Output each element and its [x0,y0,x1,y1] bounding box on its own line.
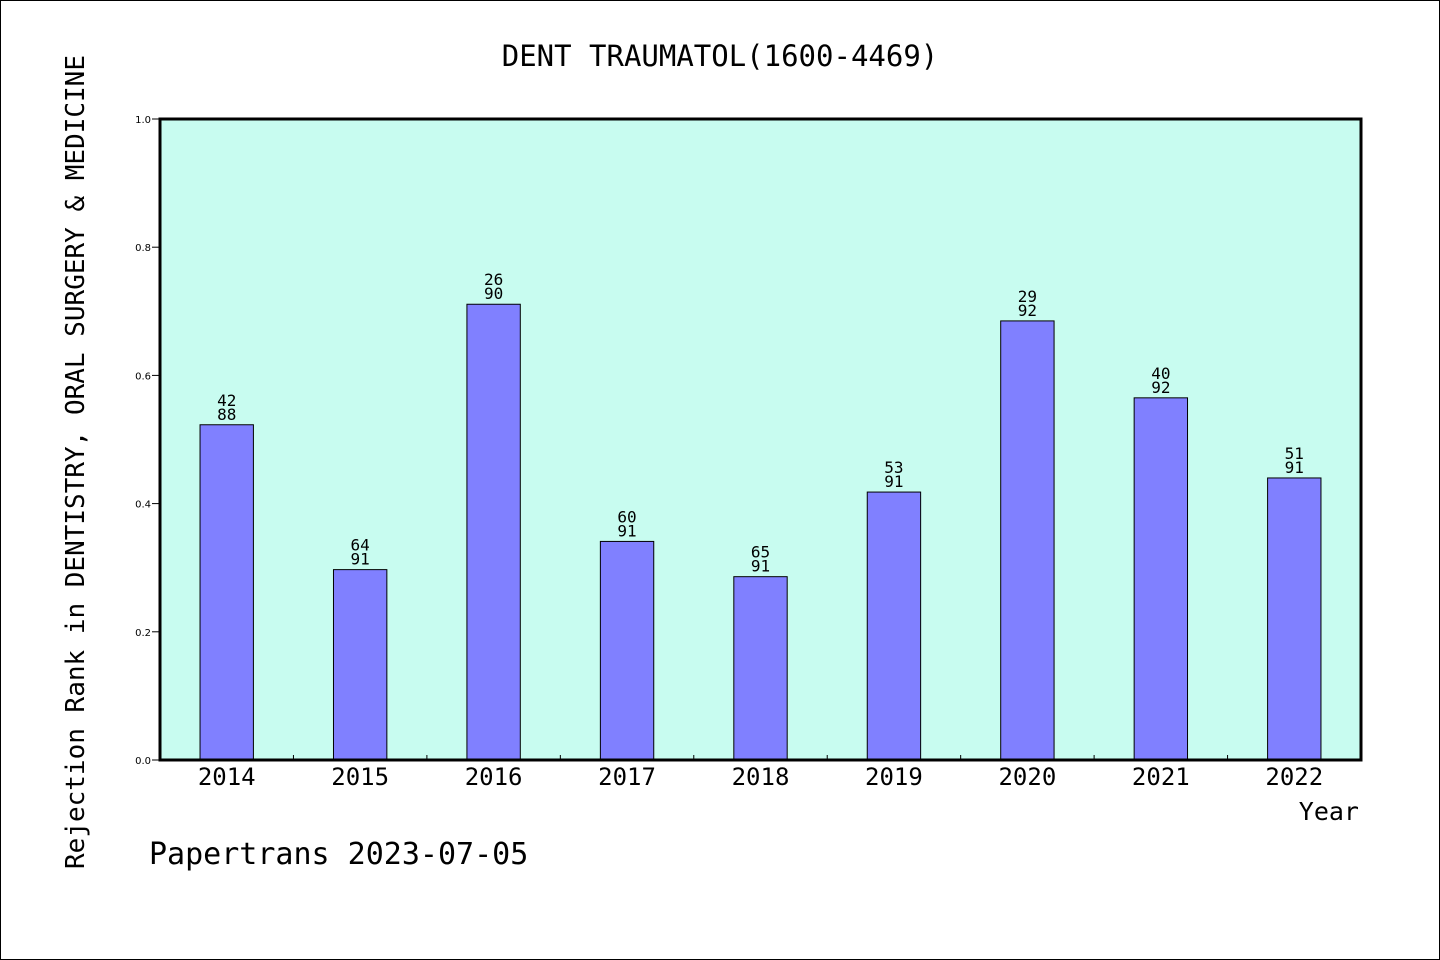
bar-label-top: 65 [751,543,770,562]
bar-label-top: 53 [884,458,903,477]
bar-label-bottom: 91 [884,472,903,491]
bar-label-top: 26 [484,270,503,289]
bar-label-bottom: 92 [1018,301,1037,320]
bar-2019 [866,491,922,761]
bar-label-bottom: 91 [751,557,770,576]
bar-label-top: 40 [1151,364,1170,383]
x-tick-label: 2020 [998,763,1056,791]
bar-2016 [466,303,521,761]
bar-label-bottom: 91 [617,521,636,540]
bar-2022 [1267,477,1322,761]
bar-label-top: 29 [1018,287,1037,306]
x-axis-label: Year [1299,797,1359,826]
bar-label-top: 64 [351,536,370,555]
bar-label-bottom: 91 [351,550,370,569]
bars-group [199,303,1322,761]
y-tick-label: 0.4 [135,500,151,511]
bar-2021 [1133,397,1189,761]
y-tick-label: 0.0 [135,756,151,767]
y-tick-label: 0.2 [135,628,151,639]
y-tick-label: 0.8 [135,243,151,254]
y-axis-ticks: 0.0 0.2 0.4 0.6 0.8 1.0 [135,115,160,767]
bar-2014 [199,424,254,761]
footer-credit: Papertrans 2023-07-05 [149,837,528,872]
x-tick-label: 2022 [1265,763,1323,791]
bar-label-bottom: 92 [1151,378,1170,397]
bar-label-bottom: 91 [1285,458,1304,477]
y-tick-label: 0.6 [135,371,151,382]
x-tick-label: 2019 [865,763,923,791]
y-axis-label: Rejection Rank in DENTISTRY, ORAL SURGER… [61,55,91,869]
x-axis-ticks: 2014 2015 2016 2017 2018 2019 2020 2021 2022 [198,755,1323,791]
bar-2018 [733,576,788,761]
x-tick-label: 2018 [732,763,790,791]
plot-border [158,117,1363,762]
x-tick-label: 2014 [198,763,256,791]
bar-label-top: 60 [617,507,636,526]
bar-2020 [1000,320,1055,761]
bar-label-bottom: 88 [217,405,236,424]
x-tick-label: 2016 [465,763,523,791]
bar-2017 [599,540,655,761]
bar-label-bottom: 90 [484,284,503,303]
x-tick-label: 2017 [598,763,656,791]
bar-label-top: 42 [217,391,236,410]
x-tick-label: 2015 [331,763,389,791]
bar-label-top: 51 [1285,444,1304,463]
chart-title: DENT TRAUMATOL(1600-4469) [502,39,939,73]
x-tick-label: 2021 [1132,763,1190,791]
bar-2015 [332,569,388,761]
y-tick-label: 1.0 [135,115,151,126]
